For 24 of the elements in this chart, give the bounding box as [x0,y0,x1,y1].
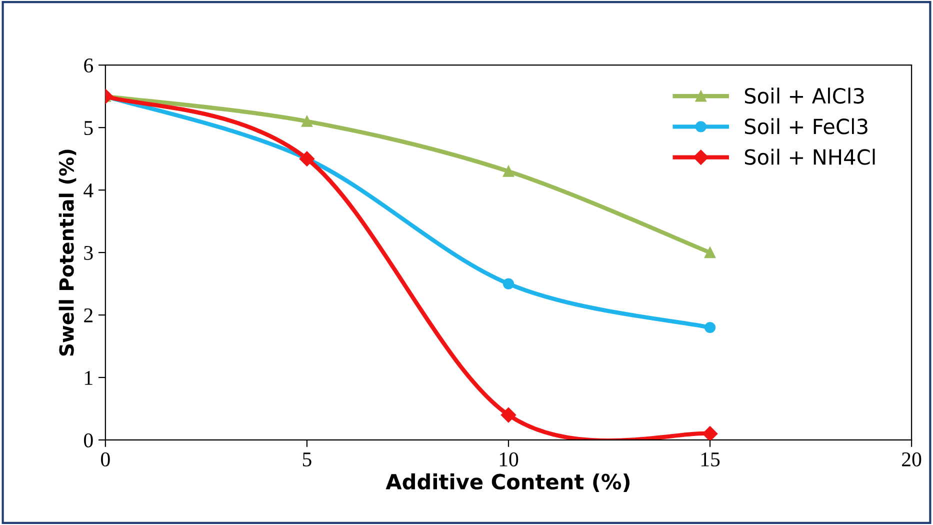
point [502,166,514,177]
point [704,322,716,334]
y-axis-title: Swell Potential (%) [58,150,76,356]
point [500,407,516,423]
point [702,426,718,440]
x-axis-title: Additive Content (%) [386,473,630,492]
x-tick-label: 15 [701,452,720,466]
y-tick-label: 0 [84,433,93,448]
y-tick-label: 4 [84,184,94,198]
y-tick-label: 6 [84,58,93,73]
point [301,116,313,127]
y-tick-label: 2 [84,308,92,322]
x-tick-label: 0 [101,452,110,466]
x-tick-label: 20 [902,452,922,466]
y-tick-label: 1 [85,370,92,385]
legend-label: Soil + NH4Cl [744,148,875,165]
x-tick-label: 10 [500,452,518,466]
legend-label: Soil + AlCl3 [744,88,864,104]
y-tick-label: 5 [84,121,93,136]
point [502,278,514,290]
x-tick-label: 5 [302,452,312,466]
legend-label: Soil + FeCl3 [744,118,868,134]
y-tick-label: 3 [84,246,93,260]
point [704,246,716,258]
